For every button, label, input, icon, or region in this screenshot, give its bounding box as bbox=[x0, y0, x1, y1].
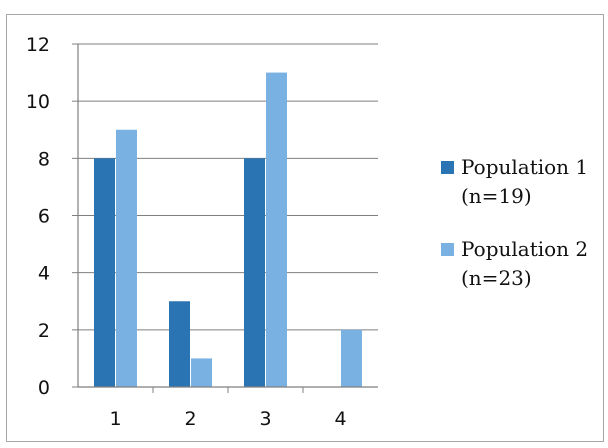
y-tick-label-4: 4 bbox=[38, 263, 50, 285]
bars bbox=[94, 72, 362, 387]
bar-series2-cat2 bbox=[191, 358, 212, 387]
y-tick-label-2: 2 bbox=[38, 320, 50, 342]
bar-series2-cat1 bbox=[116, 129, 137, 387]
legend-label-series2-line2: (n=23) bbox=[461, 266, 532, 290]
y-tick-label-10: 10 bbox=[26, 91, 50, 113]
bar-series2-cat3 bbox=[266, 72, 287, 387]
bar-series2-cat4 bbox=[341, 329, 362, 387]
legend-label-series2-line1: Population 2 bbox=[461, 237, 588, 261]
y-tick-label-6: 6 bbox=[38, 206, 50, 228]
bar-series1-cat3 bbox=[244, 158, 265, 387]
x-tick-label-3: 3 bbox=[259, 408, 271, 430]
legend-label-series1-line1: Population 1 bbox=[461, 155, 588, 179]
y-tick-label-0: 0 bbox=[38, 377, 50, 399]
legend-swatch-series1 bbox=[441, 161, 454, 174]
bar-series1-cat2 bbox=[169, 301, 190, 387]
x-tick-label-2: 2 bbox=[184, 408, 196, 430]
y-tick-label-8: 8 bbox=[38, 148, 50, 170]
x-axis-tick-labels: 1 2 3 4 bbox=[109, 408, 346, 430]
x-tick-label-1: 1 bbox=[109, 408, 121, 430]
y-tick-label-12: 12 bbox=[26, 34, 50, 56]
bar-series1-cat1 bbox=[94, 158, 115, 387]
legend-label-series1-line2: (n=19) bbox=[461, 184, 532, 208]
y-axis-tick-labels: 0 2 4 6 8 10 12 bbox=[26, 34, 78, 399]
x-tick-label-4: 4 bbox=[334, 408, 346, 430]
legend: Population 1 (n=19) Population 2 (n=23) bbox=[441, 155, 588, 290]
legend-swatch-series2 bbox=[441, 243, 454, 256]
